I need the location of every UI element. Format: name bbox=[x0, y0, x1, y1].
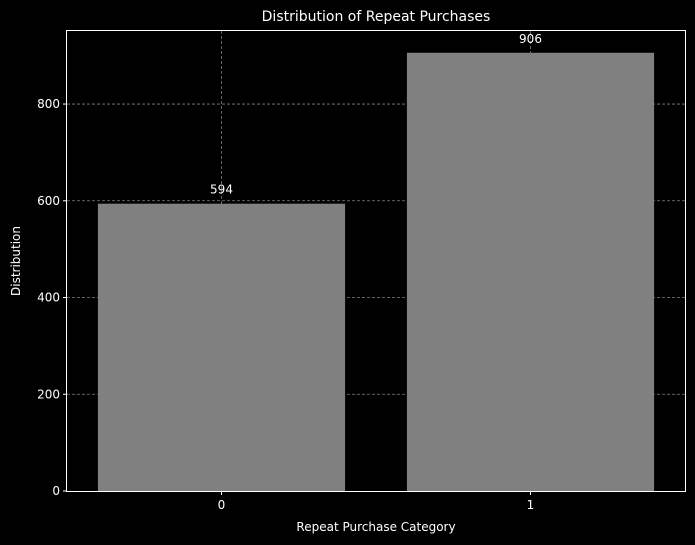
x-axis-label: Repeat Purchase Category bbox=[296, 520, 455, 534]
y-axis-label: Distribution bbox=[9, 226, 23, 296]
y-tick-label: 0 bbox=[52, 484, 60, 498]
y-tick-label: 600 bbox=[37, 194, 60, 208]
y-tick-label: 200 bbox=[37, 387, 60, 401]
data-label: 594 bbox=[210, 183, 233, 197]
y-tick-label: 400 bbox=[37, 291, 60, 305]
data-labels: 594 906 bbox=[210, 32, 542, 197]
plot-frame bbox=[66, 30, 686, 492]
chart-title: Distribution of Repeat Purchases bbox=[262, 9, 491, 25]
data-label: 906 bbox=[519, 32, 542, 46]
x-tick-label: 1 bbox=[527, 498, 535, 512]
bars bbox=[97, 52, 655, 491]
y-tick-label: 800 bbox=[37, 97, 60, 111]
bar-0 bbox=[97, 203, 346, 491]
axis-ticks: 0 200 400 600 800 0 1 bbox=[37, 97, 534, 512]
bar-1 bbox=[406, 52, 655, 491]
x-tick-label: 0 bbox=[218, 498, 226, 512]
